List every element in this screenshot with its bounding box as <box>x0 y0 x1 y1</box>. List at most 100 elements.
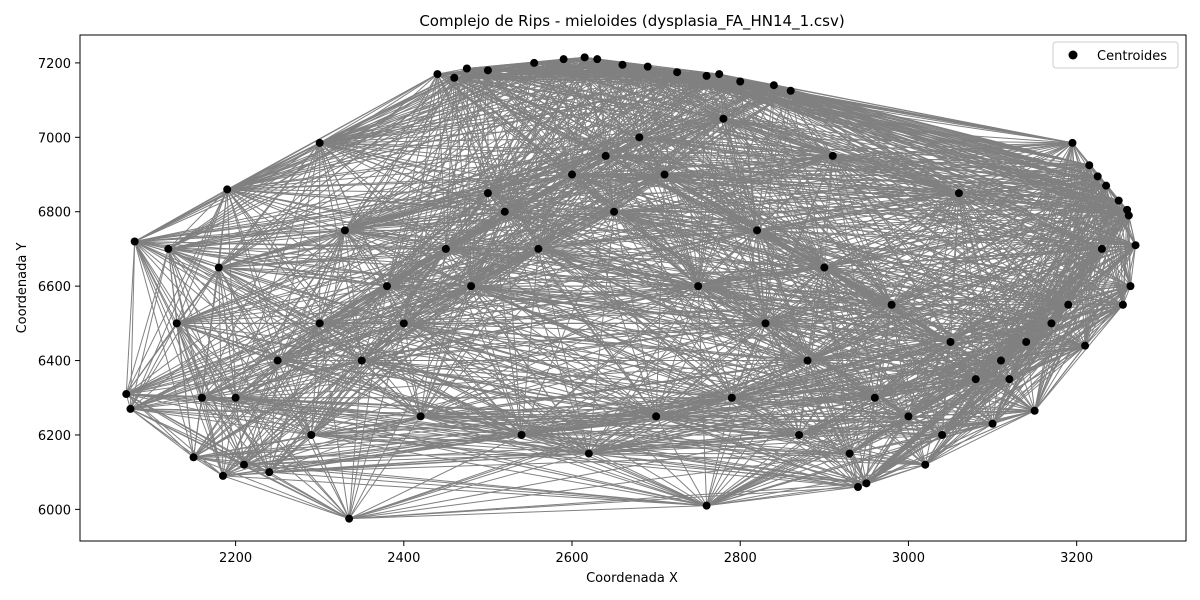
rips-edge <box>348 286 388 519</box>
rips-edge <box>849 378 1010 455</box>
rips-edge <box>226 73 438 190</box>
centroid-point <box>340 226 349 235</box>
rips-edge <box>176 323 195 458</box>
rips-edge <box>176 323 236 399</box>
rips-edge <box>605 118 724 157</box>
rips-edge <box>319 142 489 194</box>
rips-edge <box>571 174 657 417</box>
rips-edge <box>176 285 699 324</box>
rips-edge <box>243 464 270 473</box>
plot-area-frame <box>79 34 1187 542</box>
centroid-point <box>1030 406 1039 415</box>
rips-edge <box>344 62 535 231</box>
rips-edge <box>824 267 1123 306</box>
rips-edge <box>756 229 1124 306</box>
rips-edge <box>218 229 758 269</box>
rips-edge <box>832 155 1069 306</box>
rips-edge <box>723 118 1090 166</box>
rips-edge <box>125 241 136 395</box>
rips-edge <box>176 323 203 398</box>
rips-edge <box>201 397 224 477</box>
rips-edge <box>765 322 951 343</box>
rips-edge <box>958 193 977 380</box>
rips-edge <box>1128 215 1137 246</box>
rips-edge <box>130 322 320 410</box>
rips-edge <box>176 155 606 324</box>
rips-edge <box>344 68 468 231</box>
rips-edge <box>201 397 707 507</box>
centroid-point <box>1068 138 1077 147</box>
rips-edge <box>723 118 1128 211</box>
rips-edge <box>723 118 1073 144</box>
rips-edge <box>386 155 833 287</box>
centroid-point <box>568 170 577 179</box>
legend-marker <box>1068 50 1078 60</box>
centroid-point <box>727 393 736 402</box>
rips-edge <box>344 77 455 231</box>
x-tick-label: 3200 <box>1060 551 1093 566</box>
rips-edge <box>638 73 720 138</box>
rips-edge <box>832 155 1129 216</box>
rips-edge <box>1000 304 1124 362</box>
rips-edge <box>129 241 136 409</box>
rips-edge <box>765 209 1128 324</box>
rips-edge <box>222 397 237 476</box>
rips-edge <box>941 341 1027 436</box>
rips-edge <box>176 174 573 324</box>
rips-edge <box>773 84 834 157</box>
centroid-point <box>862 479 871 488</box>
rips-edge <box>849 434 943 455</box>
rips-edge <box>487 192 766 324</box>
rips-edge <box>706 434 800 507</box>
rips-edge <box>1118 200 1137 246</box>
centroid-point <box>753 226 762 235</box>
rips-edge <box>731 397 800 436</box>
rips-edge <box>487 192 733 399</box>
rips-edge <box>832 155 1128 211</box>
rips-edge <box>723 90 791 120</box>
rips-edge <box>605 155 699 287</box>
rips-edge <box>504 211 733 399</box>
rips-edge <box>832 155 1103 250</box>
rips-edge <box>731 397 850 455</box>
rips-edge <box>310 192 489 436</box>
rips-edge <box>201 397 522 436</box>
centroid-point <box>483 66 492 75</box>
rips-edge <box>849 453 867 484</box>
rips-edge <box>639 136 959 194</box>
rips-edge <box>310 285 388 436</box>
centroid-point <box>988 419 997 428</box>
centroid-point <box>1102 181 1111 190</box>
centroid-point <box>265 468 274 477</box>
rips-edge <box>722 118 808 361</box>
centroid-point <box>601 151 610 160</box>
rips-edge <box>832 142 1073 157</box>
rips-edge <box>386 58 598 287</box>
rips-edge <box>571 118 724 175</box>
rips-edge <box>698 285 1069 306</box>
rips-edge <box>344 58 564 231</box>
rips-edge <box>218 267 270 473</box>
rips-edge <box>639 136 1129 216</box>
rips-edge <box>168 248 219 269</box>
rips-edge <box>823 155 834 268</box>
rips-edge <box>445 248 951 343</box>
centroid-point <box>853 483 862 492</box>
rips-edge <box>176 229 346 324</box>
rips-edge <box>319 142 447 250</box>
rips-edge <box>269 453 850 473</box>
rips-edge <box>268 471 350 520</box>
rips-edge <box>832 155 960 194</box>
rips-edge <box>958 192 1136 246</box>
rips-edge <box>571 174 766 324</box>
rips-edge <box>176 322 657 417</box>
rips-edge <box>571 73 720 175</box>
rips-edge <box>344 66 648 231</box>
rips-edge <box>731 378 976 399</box>
rips-edge <box>319 142 388 287</box>
rips-edge <box>656 415 850 455</box>
rips-edge <box>765 323 850 454</box>
centroid-point <box>584 449 593 458</box>
rips-edge <box>656 415 943 436</box>
